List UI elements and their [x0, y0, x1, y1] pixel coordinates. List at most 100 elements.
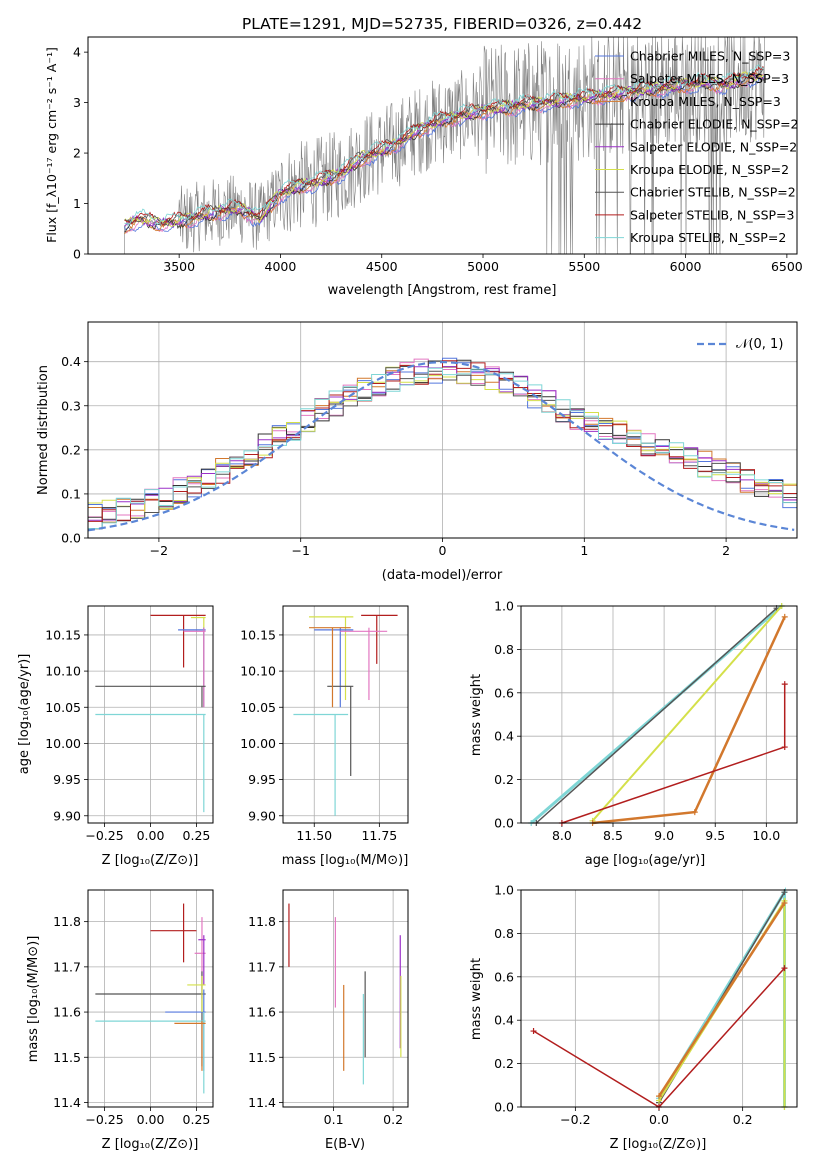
model-spectrum-line	[124, 71, 765, 233]
mass-vs-Z-ytick-label: 11.8	[53, 914, 81, 929]
age-vs-mass-xtick-label: 11.50	[296, 828, 332, 843]
legend-label: Salpeter ELODIE, N_SSP=2	[630, 139, 797, 154]
mass-vs-ebv-ytick-label: 11.5	[248, 1050, 276, 1065]
massweight-vs-Z-ytick-label: 0.2	[494, 1056, 514, 1071]
massweight-vs-age-xtick-label: 10.0	[752, 828, 780, 843]
mass-weight-line	[591, 605, 783, 822]
panel-spectrum: 3500 4000 4500 5000 5500 6000 6500 0 1 2 3 4 Chabrie…	[73, 36, 803, 274]
age-vs-Z-frame	[87, 605, 214, 824]
age-vs-mass-ytick-label: 10.05	[240, 700, 276, 715]
residuals-ylabel: Normed distribution	[36, 365, 51, 495]
massweight-vs-age-ytick-label: 0.8	[494, 642, 514, 657]
residuals-xtick-label: 0	[439, 543, 447, 558]
spectrum-ytick-label: 4	[73, 45, 81, 60]
age-vs-Z-ytick-label: 10.10	[45, 664, 81, 679]
spectrum-ytick-label: 2	[73, 146, 81, 161]
mass-vs-Z-xtick-label: 0.25	[183, 1112, 211, 1127]
mass-Z-xlabel: Z [log₁₀(Z/Z⊙)]	[102, 1137, 199, 1152]
massweight-vs-Z-xtick-label: −0.2	[560, 1112, 590, 1127]
spectrum-xtick-label: 4500	[366, 259, 398, 274]
mass-weight-line	[657, 902, 786, 1097]
age-Z-xlabel: Z [log₁₀(Z/Z⊙)]	[102, 853, 199, 868]
age-vs-Z-ytick-label: 9.95	[53, 772, 81, 787]
mass-vs-Z-ytick-label: 11.7	[53, 959, 81, 974]
spectrum-xtick-label: 5000	[467, 259, 499, 274]
massweight-vs-Z-grid	[521, 889, 797, 1108]
age-Z-ylabel: age [log₁₀(age/yr)]	[17, 654, 32, 775]
mw-age-xlabel: age [log₁₀(age/yr)]	[585, 853, 706, 868]
mw-Z-ylabel: mass weight	[469, 958, 484, 1040]
model-spectrum-line	[124, 73, 764, 229]
massweight-vs-age-ytick-label: 0.4	[494, 729, 514, 744]
age-vs-Z-xtick-label: −0.25	[85, 828, 123, 843]
age-vs-mass-ytick-label: 10.00	[240, 736, 276, 751]
spectrum-ytick-label: 0	[73, 247, 81, 262]
mass-weight-marker	[691, 809, 698, 816]
residuals-xtick-label: −1	[291, 543, 309, 558]
mass-weight-marker	[656, 1093, 662, 1100]
observed-spectrum-line	[124, 36, 765, 255]
mass-weight-marker	[781, 681, 788, 688]
massweight-vs-age-xtick-label: 9.5	[705, 828, 725, 843]
mass-weight-marker	[781, 900, 788, 907]
spectrum-xtick-label: 6000	[670, 259, 702, 274]
mw-age-ylabel: mass weight	[469, 674, 484, 756]
residuals-xtick-label: 1	[580, 543, 588, 558]
mass-vs-Z-ytick-label: 11.4	[53, 1095, 81, 1110]
age-vs-mass-ytick-label: 9.90	[248, 808, 276, 823]
panel-age-vs-mass: 11.50 11.75 9.90 9.95 10.00 10.05 10.10 10.15	[240, 605, 409, 843]
spectrum-title: PLATE=1291, MJD=52735, FIBERID=0326, z=0…	[242, 15, 642, 33]
age-vs-mass-frame	[282, 605, 409, 824]
spectrum-xlabel: wavelength [Angstrom, rest frame]	[328, 283, 557, 298]
age-vs-Z-xtick-label: 0.00	[137, 828, 165, 843]
mass-weight-line	[530, 604, 783, 825]
age-vs-Z-ytick-label: 10.05	[45, 700, 81, 715]
spectrum-ytick-label: 1	[73, 196, 81, 211]
mass-vs-Z-xtick-label: 0.00	[137, 1112, 165, 1127]
massweight-vs-age-ytick-label: 0.2	[494, 772, 514, 787]
residuals-frame	[87, 321, 798, 539]
age-vs-mass-ytick-label: 10.10	[240, 664, 276, 679]
legend-label: Kroupa MILES, N_SSP=3	[630, 94, 781, 109]
legend-label: Salpeter MILES, N_SSP=3	[630, 71, 789, 86]
panel-mass-vs-Z: −0.25 0.00 0.25 11.4 11.5 11.6 11.7 11.8	[53, 889, 214, 1127]
residuals-xlabel: (data-model)/error	[382, 568, 503, 583]
panel-age-vs-Z: −0.25 0.00 0.25 9.90 9.95 10.00 10.05 10.10 10.1…	[45, 605, 214, 843]
residuals-ytick-label: 0.1	[61, 486, 81, 501]
mass-vs-ebv-xtick-label: 0.2	[383, 1112, 403, 1127]
massweight-vs-age-frame	[520, 605, 798, 824]
legend-label: Salpeter STELIB, N_SSP=3	[630, 207, 794, 222]
age-vs-mass-ytick-label: 9.95	[248, 772, 276, 787]
massweight-vs-Z-ytick-label: 1.0	[494, 883, 514, 898]
spectrum-xtick-label: 5500	[568, 259, 600, 274]
residuals-ytick-label: 0.2	[61, 442, 81, 457]
massweight-vs-Z-ytick-label: 0.8	[494, 926, 514, 941]
panel-residuals: −2 −1 0 1 2 0.0 0.1 0.2 0.3 0.4	[61, 321, 798, 558]
gaussian-curve	[87, 360, 795, 532]
spectrum-ytick-label: 3	[73, 95, 81, 110]
residual-histogram-line	[88, 367, 797, 520]
panel-massweight-vs-Z: −0.2 0.0 0.2 0.0 0.2 0.4 0.6 0.8 1.0	[494, 883, 798, 1127]
massweight-vs-Z-xtick-label: 0.0	[649, 1112, 669, 1127]
model-spectrum-line	[124, 64, 765, 227]
residuals-ytick-label: 0.3	[61, 398, 81, 413]
residual-histogram-line	[88, 360, 797, 522]
panel-massweight-vs-age: 8.0 8.5 9.0 9.5 10.0 0.0 0.2 0.4 0.6 0.8 1.0	[494, 599, 798, 843]
mass-weight-marker	[781, 613, 788, 620]
residuals-ytick-label: 0.0	[61, 531, 81, 546]
mw-Z-xlabel: Z [log₁₀(Z/Z⊙)]	[610, 1137, 707, 1152]
legend-label: Chabrier ELODIE, N_SSP=2	[630, 117, 799, 132]
gaussian-legend-label: 𝒩(0, 1)	[736, 337, 783, 352]
massweight-vs-age-xtick-label: 8.0	[552, 828, 572, 843]
spectrum-ylabel: Flux [f_λ10⁻¹⁷ erg cm⁻² s⁻¹ A⁻¹]	[44, 47, 59, 243]
mass-weight-line	[592, 616, 786, 825]
legend-label: Chabrier STELIB, N_SSP=2	[630, 185, 796, 200]
mass-vs-ebv-ytick-label: 11.7	[248, 959, 276, 974]
model-spectrum-line	[124, 70, 765, 228]
mass-vs-Z-frame	[87, 889, 214, 1108]
legend-label: Kroupa ELODIE, N_SSP=2	[630, 162, 789, 177]
mass-vs-ebv-frame	[282, 889, 409, 1108]
residual-histogram-line	[88, 367, 797, 529]
mass-vs-ebv-xtick-label: 0.1	[324, 1112, 344, 1127]
spectrum-xtick-label: 6500	[771, 259, 803, 274]
